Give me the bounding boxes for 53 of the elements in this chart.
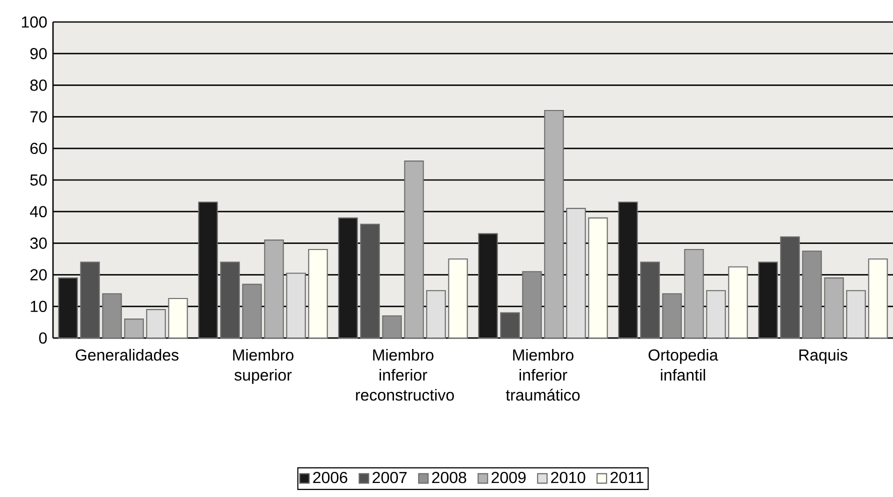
bar [448, 258, 468, 339]
y-tick-label: 100 [22, 16, 47, 28]
bar [618, 202, 638, 339]
bar [588, 217, 608, 339]
bar [264, 240, 284, 339]
y-tick-label: 60 [30, 142, 47, 154]
bar [522, 271, 542, 339]
x-tick-label: Raquis [799, 348, 848, 364]
bar [198, 202, 218, 339]
bar [824, 277, 844, 339]
bar [80, 262, 100, 339]
bar [640, 262, 660, 339]
legend-label: 2009 [492, 472, 526, 484]
bar [58, 277, 78, 339]
bar [728, 266, 748, 339]
bar [478, 233, 498, 339]
bar [684, 248, 704, 339]
bar [500, 312, 520, 339]
bar [124, 318, 144, 339]
legend-label: 2007 [372, 472, 407, 484]
y-tick-label: 50 [30, 174, 47, 186]
legend-label: 2006 [313, 472, 348, 484]
x-tick-label: Miembro superior [233, 348, 294, 384]
bar [338, 217, 358, 339]
bar [168, 298, 188, 339]
y-tick-label: 40 [30, 206, 47, 218]
bar [382, 315, 402, 339]
y-tick-label: 70 [30, 111, 47, 122]
legend-label: 2008 [432, 472, 466, 484]
y-tick-label: 30 [30, 238, 47, 249]
y-tick-label: 80 [30, 80, 47, 91]
bar [308, 248, 328, 339]
bar [780, 236, 800, 339]
y-tick-label: 10 [30, 300, 47, 312]
y-tick-label: 20 [30, 269, 47, 280]
x-tick-label: Miembro inferior traumático [506, 348, 580, 401]
x-tick-label: Miembro inferior reconstructivo [356, 348, 454, 401]
bar [360, 224, 380, 339]
legend-label: 2010 [551, 472, 586, 484]
bar [242, 284, 262, 339]
bar [662, 293, 682, 339]
bar [544, 110, 564, 339]
bar [220, 262, 240, 339]
y-tick-label: 90 [30, 48, 47, 60]
y-tick-label: 0 [39, 332, 47, 344]
bar [758, 262, 778, 339]
bar [404, 160, 424, 339]
x-tick-label: Ortopedia infantil [648, 348, 718, 381]
bar [802, 250, 822, 339]
bar [868, 258, 888, 339]
legend-label: 2011 [610, 472, 644, 484]
bar [102, 293, 122, 339]
x-tick-label: Generalidades [76, 348, 178, 361]
